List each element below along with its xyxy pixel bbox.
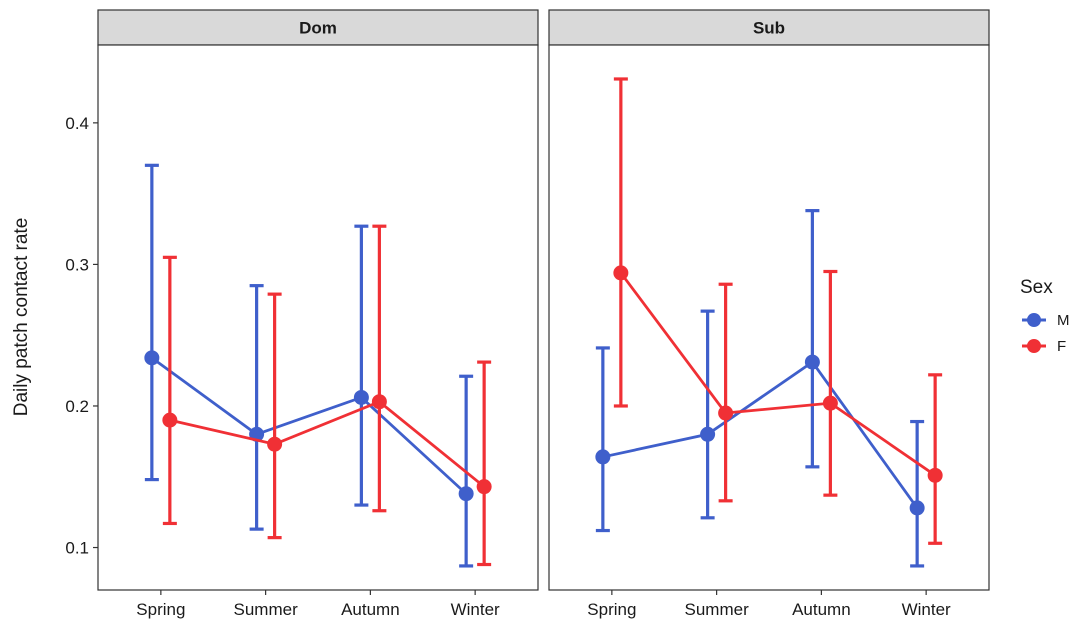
panel-sub: Sub Spring Summer Autumn Winter — [548, 9, 990, 619]
data-point — [700, 426, 716, 442]
series-line — [619, 272, 936, 477]
legend-key-point — [1027, 339, 1041, 353]
x-tick-label: Winter — [902, 600, 951, 619]
series-m — [144, 163, 474, 568]
series-f — [162, 224, 492, 567]
x-tick-label: Autumn — [341, 600, 400, 619]
data-point — [476, 479, 492, 495]
legend-item-m: M — [1022, 312, 1070, 329]
data-point — [371, 394, 387, 410]
y-tick-label: 0.4 — [65, 114, 89, 133]
x-tick-label: Spring — [136, 600, 185, 619]
data-point — [144, 350, 160, 366]
data-point — [909, 500, 925, 516]
data-point — [595, 449, 611, 465]
y-tick-label: 0.1 — [65, 539, 89, 558]
y-tick-label: 0.3 — [65, 255, 89, 274]
series-line — [169, 400, 486, 488]
y-axis-title: Daily patch contact rate — [11, 218, 32, 417]
data-point — [162, 412, 178, 428]
data-point — [613, 265, 629, 281]
y-tick-label: 0.2 — [65, 397, 89, 416]
panel-dom: Dom Spring Summer Autumn Winter — [97, 9, 539, 619]
data-point — [927, 467, 943, 483]
data-point — [822, 395, 838, 411]
data-point — [718, 405, 734, 421]
series-line — [602, 360, 919, 509]
facet-strip-label: Dom — [299, 19, 337, 38]
legend-label: M — [1057, 312, 1070, 329]
legend-title: Sex — [1020, 277, 1053, 298]
facet-strip-label: Sub — [753, 19, 785, 38]
series-m — [595, 209, 925, 568]
x-tick-label: Winter — [451, 600, 500, 619]
facet-strip — [548, 9, 990, 46]
panels: Dom Spring Summer Autumn Winter Sub Spring Summ… — [97, 9, 990, 619]
legend-item-f: F — [1022, 338, 1066, 355]
series-line — [151, 356, 468, 495]
x-tick-label: Summer — [234, 600, 299, 619]
legend-key-point — [1027, 313, 1041, 327]
data-point — [804, 354, 820, 370]
y-axis: 0.1 0.2 0.3 0.4 — [65, 114, 98, 558]
facet-strip — [97, 9, 539, 46]
x-tick-label: Autumn — [792, 600, 851, 619]
x-tick-label: Spring — [587, 600, 636, 619]
series-f — [613, 77, 943, 545]
legend-label: F — [1057, 338, 1066, 355]
data-point — [458, 486, 474, 502]
x-tick-label: Summer — [685, 600, 750, 619]
data-point — [267, 436, 283, 452]
panel-border — [97, 44, 539, 591]
data-point — [353, 389, 369, 405]
